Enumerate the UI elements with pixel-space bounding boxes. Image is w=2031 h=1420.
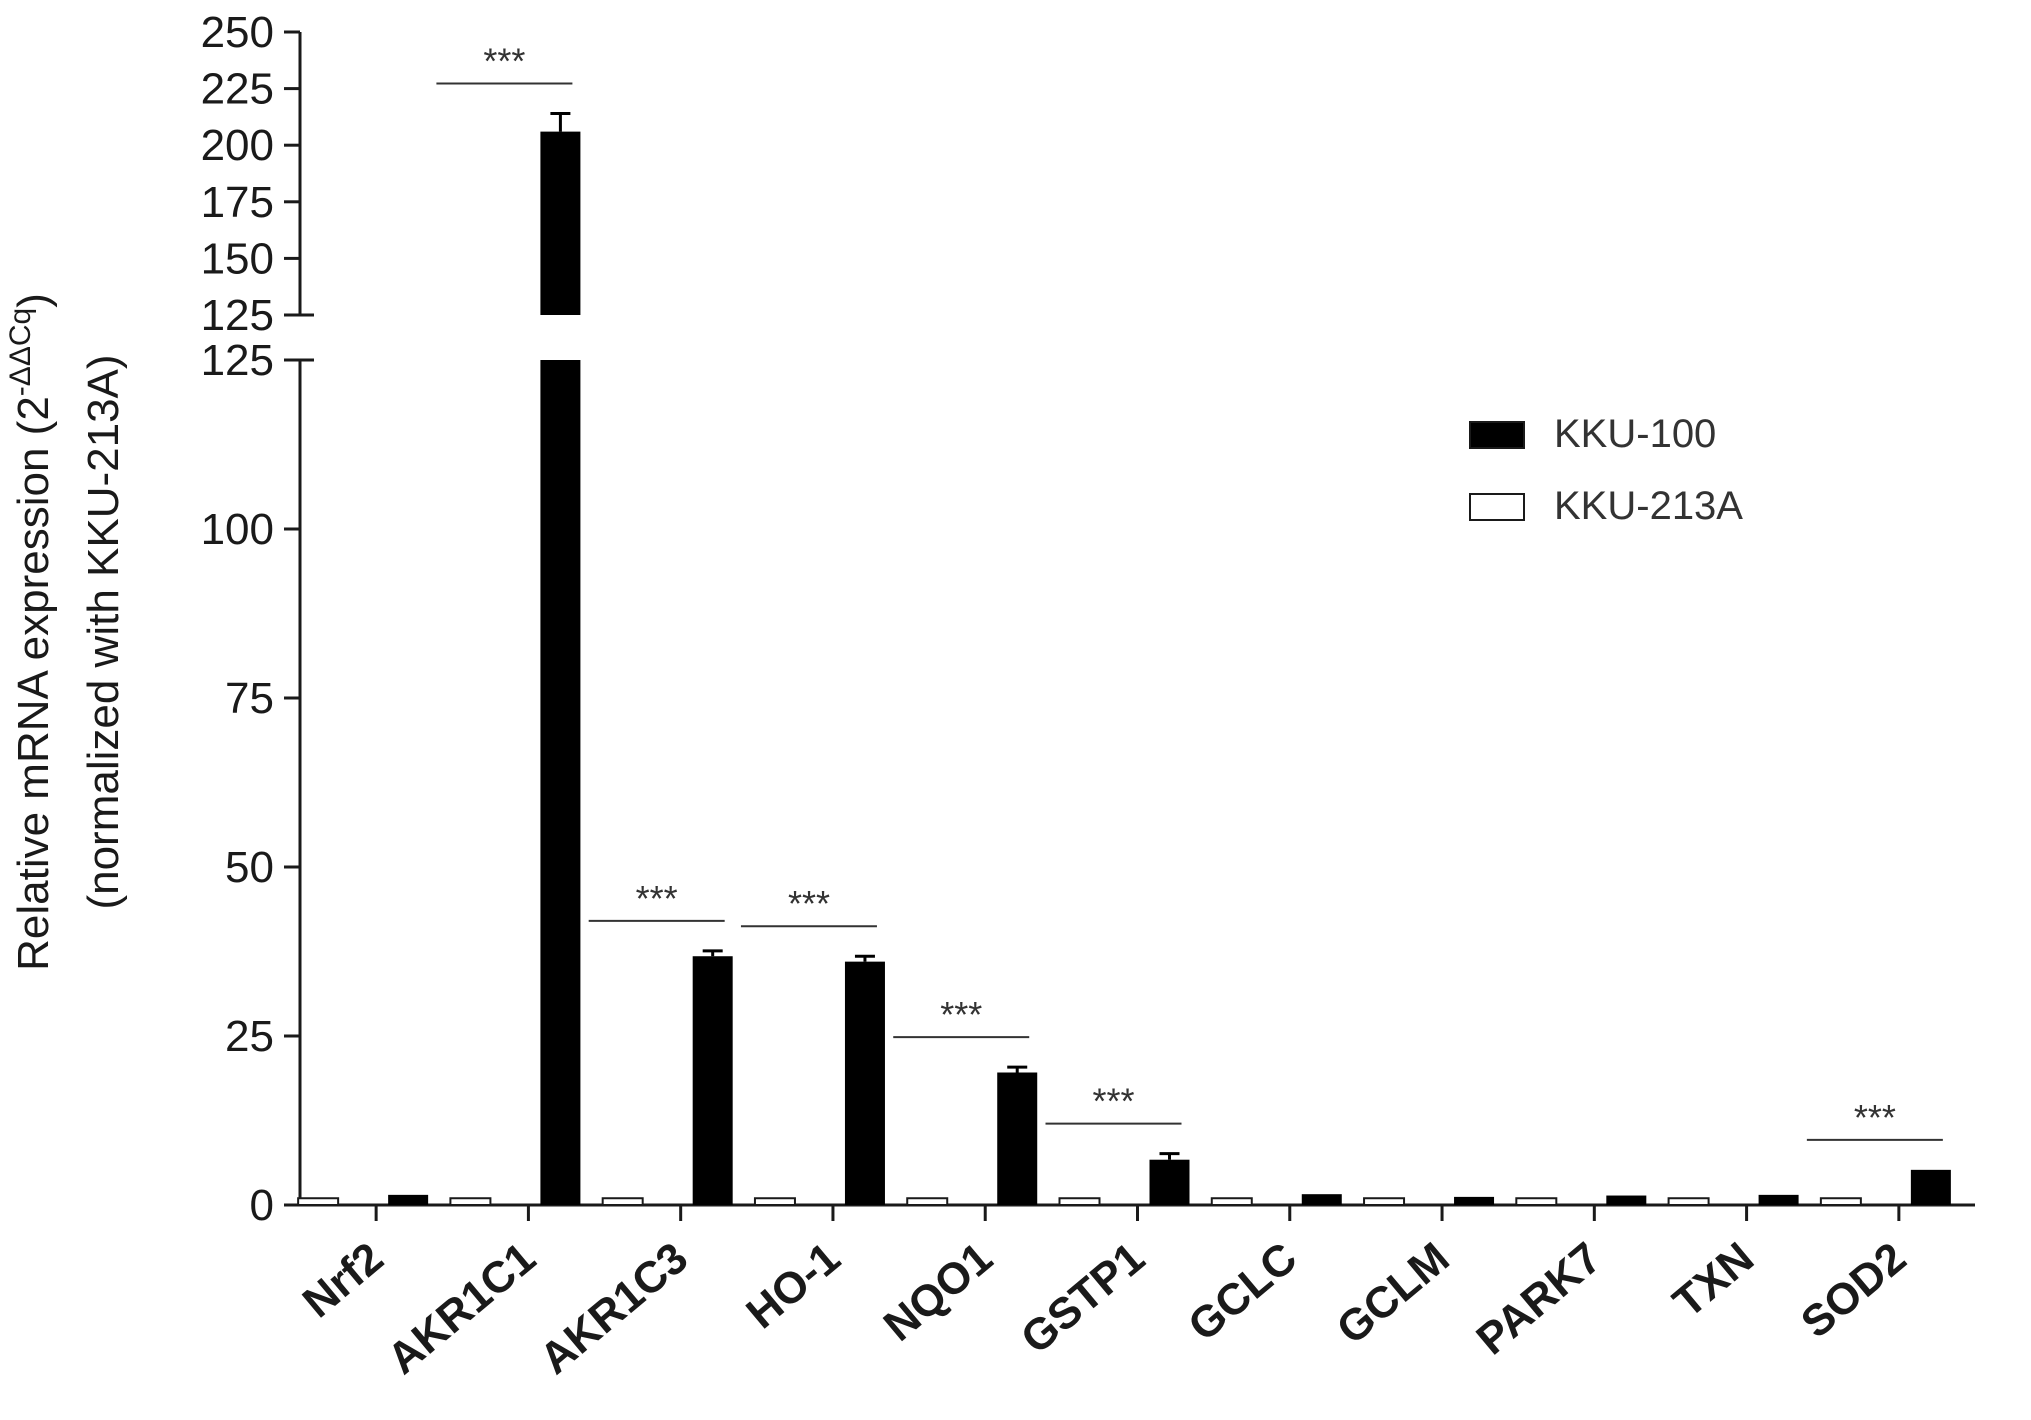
bar-kku-100 [1606,1195,1647,1205]
y-tick-label-lower: 100 [201,505,274,554]
significance-label: *** [940,994,982,1035]
bar-kku-213a [1058,1197,1101,1206]
y-tick-label-upper: 200 [201,121,274,170]
bar-kku-100-upper-segment [540,131,581,315]
y-tick-label-lower: 125 [201,336,274,385]
x-tick-label: GCLM [1328,1233,1459,1354]
bar-kku-100 [1301,1194,1342,1205]
x-tick-label: SOD2 [1792,1233,1915,1348]
y-axis-title-line1: Relative mRNA expression (2-ΔΔCq) [4,293,58,971]
legend-label-kku-213a: KKU-213A [1554,484,1743,528]
legend: KKU-100 KKU-213A [1469,412,1743,528]
significance-label: *** [636,878,678,919]
y-tick-label-lower: 25 [225,1012,274,1061]
significance-marks: *** *** *** *** *** *** [436,41,1943,1141]
significance-label: *** [1092,1081,1134,1122]
bar-kku-213a [1667,1197,1710,1206]
y-axis-title-main: Relative mRNA expression (2 [9,396,58,971]
legend-label-kku-100: KKU-100 [1554,412,1716,456]
bar-kku-213a [297,1197,340,1206]
y-tick-label-lower: 75 [225,674,274,723]
bar-kku-213a [906,1197,949,1206]
y-tick-label-upper: 125 [201,291,274,340]
x-tick-label: PARK7 [1467,1233,1610,1364]
bars [297,112,1951,1206]
x-tick-label: GSTP1 [1012,1233,1154,1363]
y-tick-label-upper: 175 [201,178,274,227]
y-axis-title-superscript: -ΔΔCq [4,308,37,396]
y-tick-label-lower: 0 [250,1181,274,1230]
y-tick-label-lower: 50 [225,843,274,892]
y-axis-title: Relative mRNA expression (2-ΔΔCq) (norma… [4,293,128,971]
bar-kku-213a [1515,1197,1558,1206]
x-tick-label: AKR1C1 [378,1233,544,1384]
x-tick-label: TXN [1664,1233,1763,1327]
x-tick-label: GCLC [1179,1233,1306,1351]
bar-kku-100 [388,1194,429,1205]
legend-swatch-kku-213a [1469,493,1525,521]
y-axis-title-close: ) [9,293,58,308]
x-tick-label: AKR1C3 [531,1233,697,1384]
significance-label: *** [788,883,830,924]
bar-kku-213a [1819,1197,1862,1206]
y-tick-label-upper: 250 [201,8,274,57]
bar-kku-213a [1363,1197,1406,1206]
y-tick-label-upper: 150 [201,234,274,283]
bar-kku-100 [997,1072,1038,1205]
bar-kku-100-lower-segment [540,360,581,1205]
axes: 0255075100125125150175200225250Nrf2AKR1C… [201,8,1975,1384]
bar-kku-100 [844,961,885,1205]
bar-kku-213a [601,1197,644,1206]
bar-kku-213a [1210,1197,1253,1206]
bar-kku-213a [753,1197,796,1206]
y-axis-title-line2: (normalized with KKU-213A) [79,354,128,909]
bar-kku-213a [449,1197,492,1206]
x-tick-label: HO-1 [737,1233,849,1338]
significance-label: *** [483,41,525,82]
bar-kku-100 [1454,1196,1495,1205]
bar-kku-100 [1758,1194,1799,1205]
x-tick-label: Nrf2 [294,1233,393,1327]
bar-kku-100 [1149,1159,1190,1205]
x-tick-label: NQO1 [875,1233,1002,1351]
y-tick-label-upper: 225 [201,65,274,114]
significance-label: *** [1854,1097,1896,1138]
bar-kku-100 [692,956,733,1205]
legend-swatch-kku-100 [1469,421,1525,449]
bar-kku-100 [1910,1169,1951,1205]
